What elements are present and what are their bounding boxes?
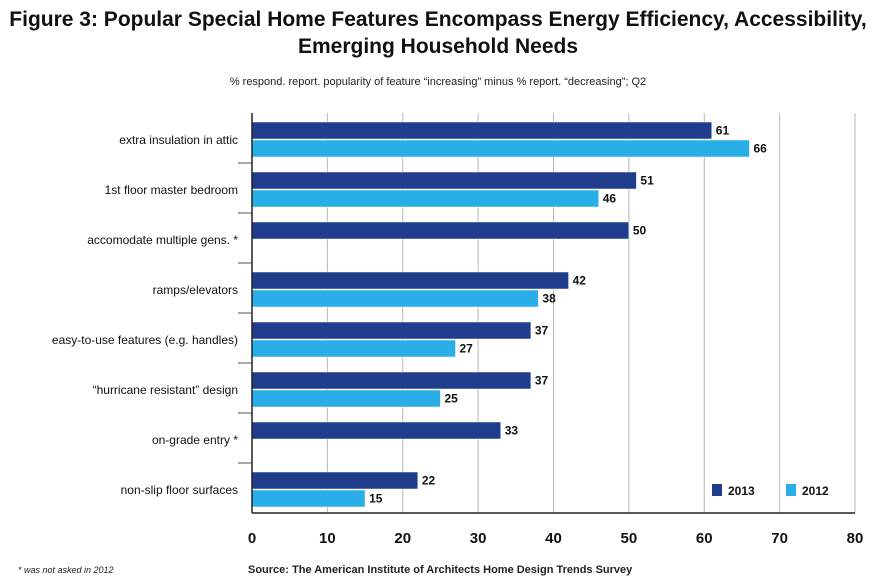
bar-2012-hurricane-resistant-design (251, 389, 441, 408)
value-label-2013-non-slip-floor-surfaces: 22 (422, 474, 436, 488)
bar-2012-1st-floor-master-bedroom (251, 189, 599, 208)
bar-2013-accomodate-multiple-gens (251, 221, 630, 240)
bar-2012-non-slip-floor-surfaces (251, 489, 366, 508)
x-tick-label-70: 70 (771, 530, 788, 547)
x-tick-label-0: 0 (248, 530, 256, 547)
value-label-2012-hurricane-resistant-design: 25 (444, 392, 458, 406)
legend-swatch-2013 (712, 484, 722, 496)
category-label-1st-floor-master-bedroom: 1st floor master bedroom (105, 183, 238, 197)
value-label-2013-accomodate-multiple-gens: 50 (633, 224, 647, 238)
value-label-2013-on-grade-entry: 33 (505, 424, 519, 438)
bar-2013-on-grade-entry (251, 421, 501, 440)
bar-2012-ramps-elevators (251, 289, 539, 308)
x-tick-label-20: 20 (394, 530, 411, 547)
x-tick-label-50: 50 (621, 530, 638, 547)
x-tick-label-30: 30 (470, 530, 487, 547)
bar-2012-easy-to-use-features-e-g-handles (251, 339, 456, 358)
x-tick-label-10: 10 (319, 530, 336, 547)
category-label-easy-to-use-features-e-g-handles: easy-to-use features (e.g. handles) (52, 333, 238, 347)
value-label-2013-hurricane-resistant-design: 37 (535, 374, 549, 388)
source-note: Source: The American Institute of Archit… (248, 564, 633, 576)
value-label-2013-1st-floor-master-bedroom: 51 (640, 174, 654, 188)
value-label-2012-1st-floor-master-bedroom: 46 (603, 192, 617, 206)
value-label-2013-easy-to-use-features-e-g-handles: 37 (535, 324, 549, 338)
bar-2013-hurricane-resistant-design (251, 371, 532, 390)
legend-swatch-2012 (786, 484, 796, 496)
category-label-hurricane-resistant-design: “hurricane resistant” design (93, 383, 238, 397)
value-label-2012-ramps-elevators: 38 (542, 292, 556, 306)
value-label-2013-ramps-elevators: 42 (573, 274, 587, 288)
category-label-extra-insulation-in-attic: extra insulation in attic (119, 133, 238, 147)
legend-label-2012: 2012 (802, 484, 829, 498)
category-label-on-grade-entry: on-grade entry * (152, 433, 238, 447)
bar-2012-extra-insulation-in-attic (251, 139, 750, 158)
bar-2013-ramps-elevators (251, 271, 569, 290)
category-label-ramps-elevators: ramps/elevators (153, 283, 238, 297)
category-label-accomodate-multiple-gens: accomodate multiple gens. * (87, 233, 238, 247)
value-label-2012-non-slip-floor-surfaces: 15 (369, 492, 383, 506)
chart-title: Figure 3: Popular Special Home Features … (0, 6, 876, 60)
bar-2013-1st-floor-master-bedroom (251, 171, 637, 190)
footnote: * was not asked in 2012 (18, 565, 114, 575)
value-label-2012-extra-insulation-in-attic: 66 (753, 142, 767, 156)
chart-title-line-2: Emerging Household Needs (297, 35, 579, 58)
chart-subtitle: % respond. report. popularity of feature… (229, 76, 647, 88)
bar-2013-non-slip-floor-surfaces (251, 471, 419, 490)
x-tick-label-80: 80 (847, 530, 864, 547)
x-tick-label-40: 40 (545, 530, 562, 547)
bar-2013-extra-insulation-in-attic (251, 121, 713, 140)
value-label-2013-extra-insulation-in-attic: 61 (716, 124, 730, 138)
bar-2013-easy-to-use-features-e-g-handles (251, 321, 532, 340)
chart-title-line-1: Figure 3: Popular Special Home Features … (9, 8, 867, 31)
category-label-non-slip-floor-surfaces: non-slip floor surfaces (121, 483, 238, 497)
value-label-2012-easy-to-use-features-e-g-handles: 27 (460, 342, 474, 356)
legend-label-2013: 2013 (728, 484, 755, 498)
x-tick-label-60: 60 (696, 530, 713, 547)
